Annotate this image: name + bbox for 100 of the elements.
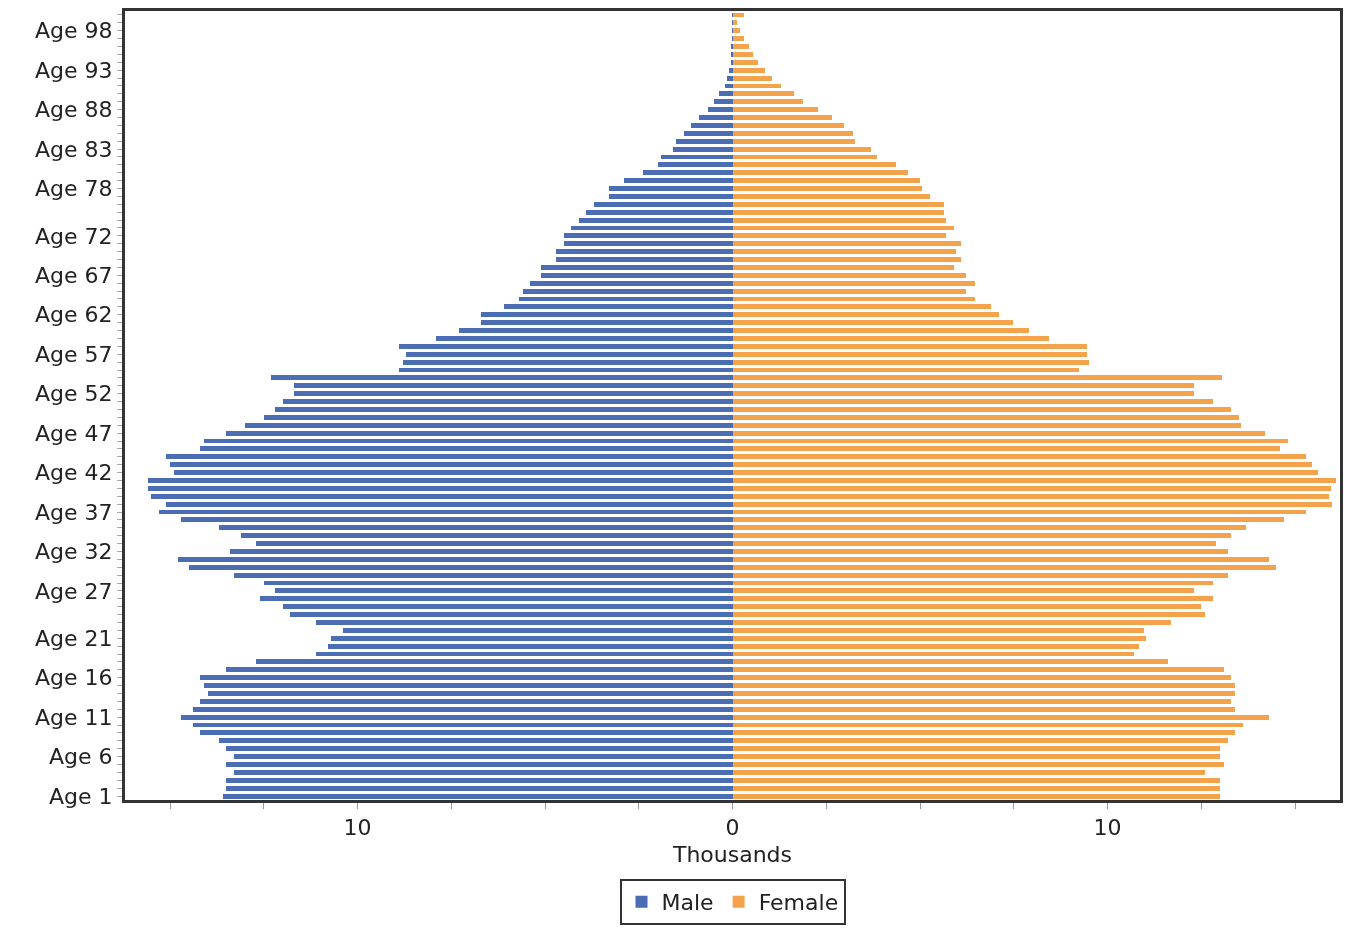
y-tick-label: Age 57: [35, 341, 113, 367]
bar: [732, 541, 1217, 547]
bar: [256, 541, 733, 547]
bar: [691, 122, 733, 128]
bar: [732, 746, 1220, 752]
bar: [732, 178, 920, 184]
bar: [732, 51, 754, 57]
bar: [732, 351, 1087, 357]
bar: [732, 485, 1332, 491]
bar: [732, 91, 794, 97]
bar: [732, 556, 1269, 562]
bar: [732, 217, 946, 223]
y-tick-label: Age 52: [35, 381, 113, 407]
bar: [608, 193, 733, 199]
bar: [147, 485, 733, 491]
bar: [732, 620, 1172, 625]
bar: [732, 691, 1235, 696]
bar: [642, 170, 733, 176]
bar: [732, 115, 832, 120]
bar: [732, 399, 1213, 404]
bar: [732, 604, 1202, 610]
bar: [290, 612, 733, 618]
bar: [732, 249, 956, 255]
bar: [657, 162, 733, 168]
y-tick-label: Age 32: [35, 539, 113, 565]
bar: [522, 288, 733, 294]
bar: [732, 233, 946, 239]
bar: [293, 391, 733, 397]
bar: [732, 375, 1223, 381]
bar: [732, 588, 1194, 594]
bar: [713, 99, 733, 105]
bar: [181, 714, 733, 720]
bar: [586, 209, 733, 215]
bar: [608, 186, 733, 191]
bar: [732, 430, 1265, 436]
bar: [732, 264, 954, 270]
x-tick-label: 10: [343, 815, 372, 841]
x-tick-label: 0: [725, 815, 740, 841]
bar: [732, 738, 1228, 744]
bar: [732, 501, 1332, 507]
bar: [732, 99, 804, 105]
bar: [226, 746, 733, 752]
bar: [732, 186, 922, 191]
bar: [556, 257, 733, 262]
bar: [271, 375, 733, 381]
y-tick-label: Age 11: [35, 704, 113, 730]
y-tick-label: Age 88: [35, 97, 113, 123]
bar: [481, 312, 733, 318]
bar: [732, 75, 773, 81]
bar: [245, 422, 733, 428]
bar: [732, 533, 1232, 539]
bar: [732, 517, 1284, 523]
bar: [233, 572, 733, 578]
bar: [166, 501, 733, 507]
y-tick-label: Age 27: [35, 578, 113, 604]
x-tick-label: 10: [1093, 815, 1122, 841]
bar: [732, 714, 1269, 720]
bar: [327, 643, 733, 649]
bar: [563, 241, 733, 247]
bar: [732, 170, 908, 176]
bar: [732, 201, 944, 207]
bar: [732, 241, 961, 247]
bar: [181, 517, 733, 523]
bar: [732, 754, 1220, 760]
bar: [732, 391, 1194, 397]
y-tick-label: Age 78: [35, 176, 113, 202]
bar: [222, 793, 733, 799]
bar: [166, 454, 733, 460]
y-tick-label: Age 62: [35, 302, 113, 328]
bar: [170, 462, 733, 468]
bar: [275, 588, 733, 594]
bar: [676, 138, 733, 144]
bar: [732, 312, 999, 318]
bar: [342, 627, 733, 633]
bar: [192, 706, 733, 712]
bar: [732, 596, 1213, 602]
bar: [732, 730, 1235, 736]
bar: [226, 430, 733, 436]
bar: [406, 351, 733, 357]
bar: [732, 59, 758, 65]
bar: [732, 67, 766, 73]
bar: [177, 556, 733, 562]
bar: [732, 659, 1168, 665]
bar: [732, 793, 1220, 799]
bar: [563, 233, 733, 239]
bar: [728, 67, 733, 73]
bar: [732, 564, 1277, 570]
bar: [732, 320, 1014, 326]
bar: [732, 209, 944, 215]
y-tick-label: Age 42: [35, 460, 113, 486]
bar: [541, 264, 733, 270]
bar: [732, 572, 1228, 578]
bar: [282, 604, 733, 610]
bar: [732, 28, 740, 34]
bar: [218, 738, 733, 744]
bar: [708, 107, 733, 113]
bar: [732, 762, 1224, 767]
bar: [233, 754, 733, 760]
y-tick-label: Age 1: [49, 783, 113, 809]
bar: [593, 201, 733, 207]
